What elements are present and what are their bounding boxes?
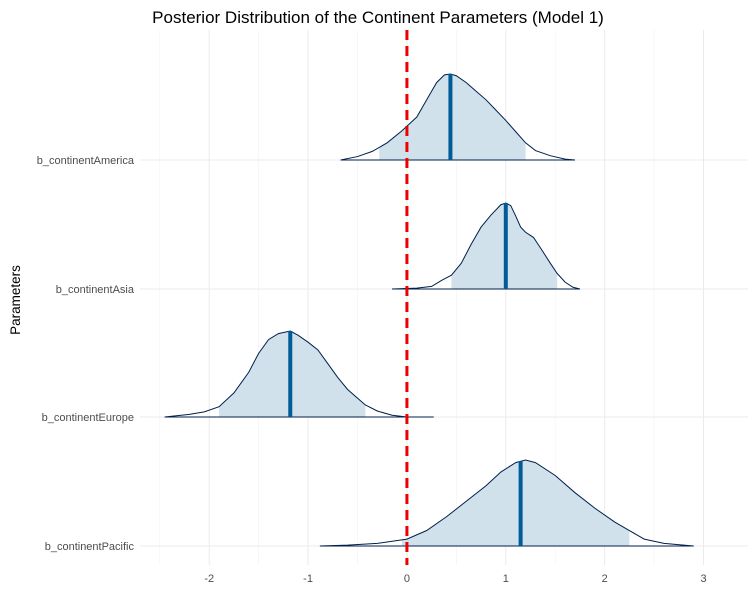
y-tick-label: b_continentAsia bbox=[56, 284, 135, 296]
y-axis-tick-labels: b_continentAmerica b_continentAsia b_conti… bbox=[37, 155, 135, 553]
y-axis-title: Parameters bbox=[8, 265, 23, 335]
x-tick-label: -1 bbox=[303, 573, 313, 585]
x-tick-label: 0 bbox=[404, 573, 410, 585]
density-interval-area bbox=[401, 460, 630, 546]
chart-title: Posterior Distribution of the Continent … bbox=[152, 8, 604, 27]
x-tick-label: 2 bbox=[602, 573, 608, 585]
density-outline bbox=[164, 330, 434, 418]
y-tick-label: b_continentPacific bbox=[45, 541, 135, 553]
x-tick-label: 1 bbox=[503, 573, 509, 585]
x-tick-label: 3 bbox=[700, 573, 706, 585]
density-outline bbox=[392, 202, 581, 290]
density-outline bbox=[340, 73, 576, 161]
density-outline bbox=[319, 459, 694, 547]
y-tick-label: b_continentEurope bbox=[42, 412, 134, 424]
x-tick-label: -2 bbox=[204, 573, 214, 585]
density-ridges bbox=[164, 73, 694, 547]
y-tick-label: b_continentAmerica bbox=[37, 155, 135, 167]
x-axis-tick-labels: -2 -1 0 1 2 3 bbox=[204, 573, 706, 585]
